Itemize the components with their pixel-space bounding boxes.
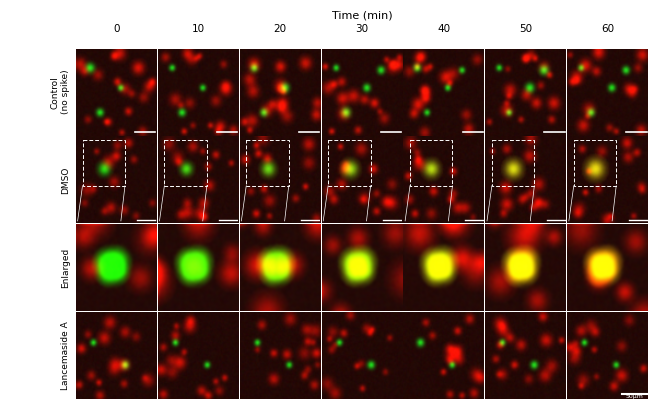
Text: 50μm: 50μm	[626, 394, 644, 399]
Text: 10: 10	[191, 24, 205, 34]
Bar	[492, 140, 534, 186]
Bar	[410, 140, 453, 186]
Text: 60: 60	[601, 24, 614, 34]
Text: Lancemaside A: Lancemaside A	[61, 321, 70, 390]
Text: Time (min): Time (min)	[331, 10, 392, 20]
Text: 30: 30	[355, 24, 369, 34]
Bar	[164, 140, 207, 186]
Text: DMSO: DMSO	[61, 166, 70, 193]
Text: 20: 20	[273, 24, 287, 34]
Text: 40: 40	[437, 24, 451, 34]
Text: Control
(no spike): Control (no spike)	[50, 70, 70, 114]
Text: Enlarged: Enlarged	[61, 247, 70, 288]
Bar	[246, 140, 289, 186]
Text: 50: 50	[519, 24, 533, 34]
Bar	[83, 140, 125, 186]
Bar	[574, 140, 616, 186]
Bar	[328, 140, 371, 186]
Text: 0: 0	[113, 24, 119, 34]
